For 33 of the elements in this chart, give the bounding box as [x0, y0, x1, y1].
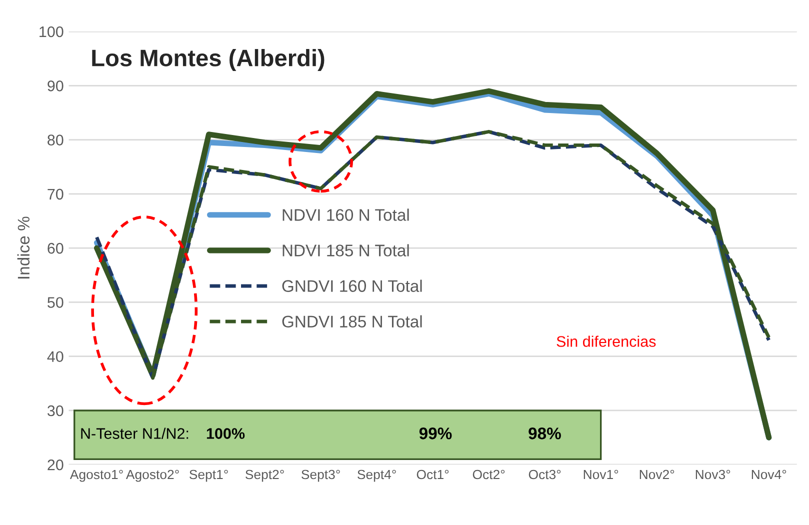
x-tick-label: Sept4° [358, 470, 396, 482]
y-tick-label: 90 [48, 80, 64, 92]
x-tick-label: Agosto2° [126, 470, 179, 482]
y-axis-title: Indice % [17, 216, 30, 278]
annotation: 100% [206, 428, 245, 439]
x-tick-label: Nov4° [752, 470, 786, 480]
legend-label: GNDVI 185 N Total [282, 315, 422, 328]
y-tick-label: 20 [48, 459, 64, 470]
x-tick-label: Nov2° [640, 470, 674, 480]
x-tick-label: Oct3° [528, 470, 561, 480]
y-tick-label: 80 [48, 134, 64, 146]
legend-label: NDVI 160 N Total [282, 208, 409, 221]
x-tick-label: Sept2° [246, 470, 284, 482]
y-tick-label: 70 [48, 188, 64, 200]
annotation: Sin diferencias [556, 336, 656, 347]
y-tick-label: 50 [48, 297, 64, 308]
x-tick-label: Oct2° [472, 470, 505, 480]
x-tick-label: Nov1° [584, 470, 618, 480]
legend-label: NDVI 185 N Total [282, 244, 409, 256]
x-tick-label: Agosto1° [70, 470, 123, 482]
y-tick-label: 30 [47, 405, 64, 416]
annotation: 99% [419, 428, 452, 440]
x-tick-label: Sept1° [190, 470, 228, 482]
annotation: 98% [528, 428, 561, 440]
y-tick-label: 60 [48, 242, 64, 254]
annotation: N-Tester N1/N2: [81, 428, 188, 439]
x-tick-label: Oct1° [416, 470, 449, 480]
text: Los Montes (Alberdi) [92, 49, 324, 72]
y-tick-label: 100 [40, 26, 64, 38]
x-tick-label: Nov3° [696, 470, 730, 480]
x-tick-label: Sept3° [302, 470, 340, 482]
legend-label: GNDVI 160 N Total [282, 280, 422, 292]
y-tick-label: 40 [47, 351, 64, 362]
